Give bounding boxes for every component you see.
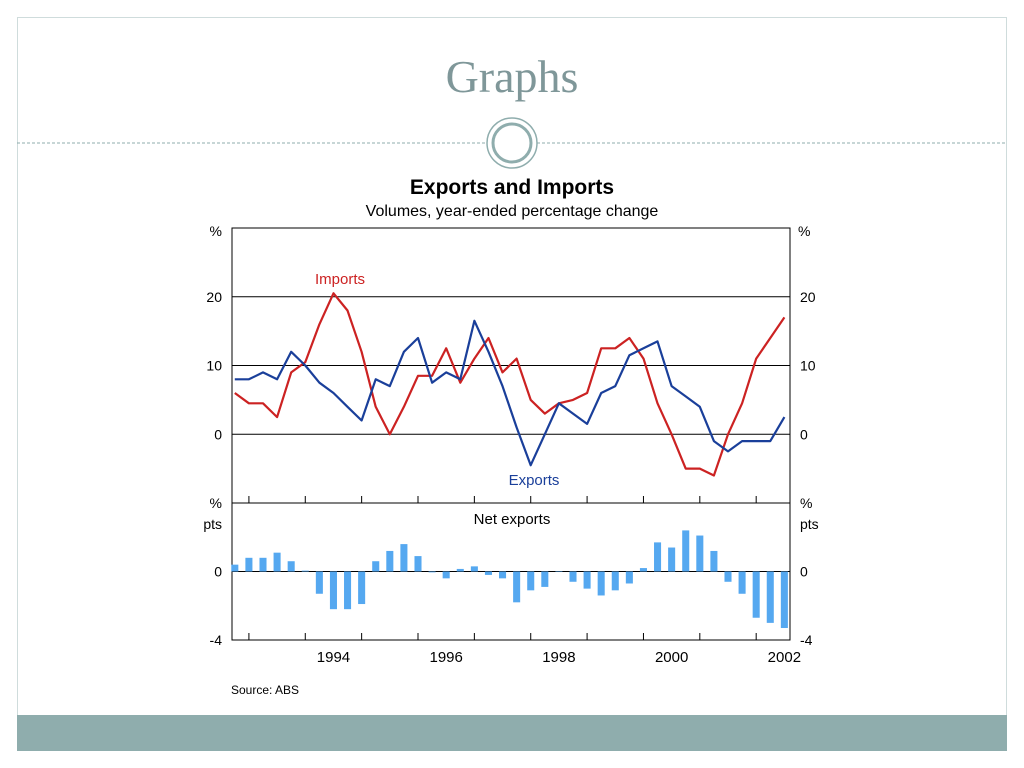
net-exports-bar [301, 570, 309, 572]
chart-subtitle: Volumes, year-ended percentage change [366, 203, 659, 220]
net-exports-bar [287, 561, 295, 572]
top-y-tick-label-right: 20 [800, 289, 816, 305]
net-exports-bar [428, 571, 436, 573]
slide-title: Graphs [445, 51, 579, 102]
net-exports-bar [569, 571, 577, 582]
net-exports-bar [386, 550, 394, 572]
net-exports-bar [583, 571, 591, 589]
net-exports-bar [611, 571, 619, 591]
net-exports-bar [400, 544, 408, 572]
net-exports-bar [245, 557, 253, 572]
net-exports-bar [766, 571, 774, 623]
net-exports-bar [414, 556, 422, 572]
bottom-unit-right: % [800, 495, 812, 511]
top-y-tick-label-left: 20 [206, 289, 222, 305]
net-exports-bar [259, 557, 267, 572]
top-unit-left: % [210, 223, 222, 239]
net-exports-bar [780, 571, 788, 629]
net-exports-bar [470, 566, 478, 572]
net-exports-bar [231, 564, 239, 572]
net-exports-bar [710, 550, 718, 572]
x-tick-label: 2000 [655, 649, 688, 666]
net-exports-bar [329, 571, 337, 610]
net-exports-bar [499, 571, 507, 579]
top-y-tick-label-left: 10 [206, 358, 222, 374]
net-exports-bar [639, 568, 647, 572]
top-y-tick-label-right: 0 [800, 426, 808, 442]
exports-series-line [234, 319, 786, 467]
net-exports-bar [484, 571, 492, 575]
x-tick-label: 2002 [768, 649, 801, 666]
net-exports-bar [668, 547, 676, 572]
chart-title: Exports and Imports [410, 176, 614, 199]
net-exports-title: Net exports [474, 511, 551, 528]
net-exports-bar [372, 561, 380, 572]
bottom-y-tick-label-right: -4 [800, 632, 813, 648]
net-exports-bar [358, 571, 366, 605]
bottom-y-tick-label-right: 0 [800, 564, 808, 580]
imports-series-line [234, 292, 786, 477]
bottom-unit-left: % [210, 495, 222, 511]
imports-series-label: Imports [315, 271, 365, 288]
net-exports-bar [738, 571, 746, 594]
top-y-tick-label-right: 10 [800, 358, 816, 374]
net-exports-bar [513, 571, 521, 603]
x-tick-label: 1994 [317, 649, 350, 666]
top-unit-right: % [798, 223, 810, 239]
exports-series-label: Exports [509, 472, 560, 489]
source-note: Source: ABS [231, 683, 299, 697]
bottom-panel: -4 -4 0 0% pts% pts 1994 1996 1998 2000 2002 [203, 495, 818, 666]
net-exports-bar [682, 530, 690, 572]
x-tick-label: 1998 [542, 649, 575, 666]
net-exports-bar [442, 571, 450, 579]
net-exports-bar [724, 571, 732, 582]
net-exports-bar [315, 571, 323, 594]
net-exports-bar [273, 552, 281, 572]
bottom-unit-left: pts [203, 516, 222, 532]
net-exports-bar [654, 542, 662, 572]
top-panel: 0 0 10 10 20 20%% [206, 223, 816, 641]
net-exports-bar [752, 571, 760, 618]
top-y-tick-label-left: 0 [214, 426, 222, 442]
net-exports-bar [541, 571, 549, 587]
bottom-y-tick-label-left: -4 [210, 632, 223, 648]
net-exports-bar [344, 571, 352, 610]
bottom-unit-right: pts [800, 516, 819, 532]
net-exports-bar [555, 571, 563, 572]
bottom-y-tick-label-left: 0 [214, 564, 222, 580]
net-exports-bar [625, 571, 633, 584]
footer-bar [17, 715, 1007, 751]
net-exports-bar [456, 568, 464, 572]
x-tick-label: 1996 [429, 649, 462, 666]
net-exports-bar [696, 535, 704, 572]
net-exports-bar [597, 571, 605, 596]
net-exports-bar [527, 571, 535, 591]
